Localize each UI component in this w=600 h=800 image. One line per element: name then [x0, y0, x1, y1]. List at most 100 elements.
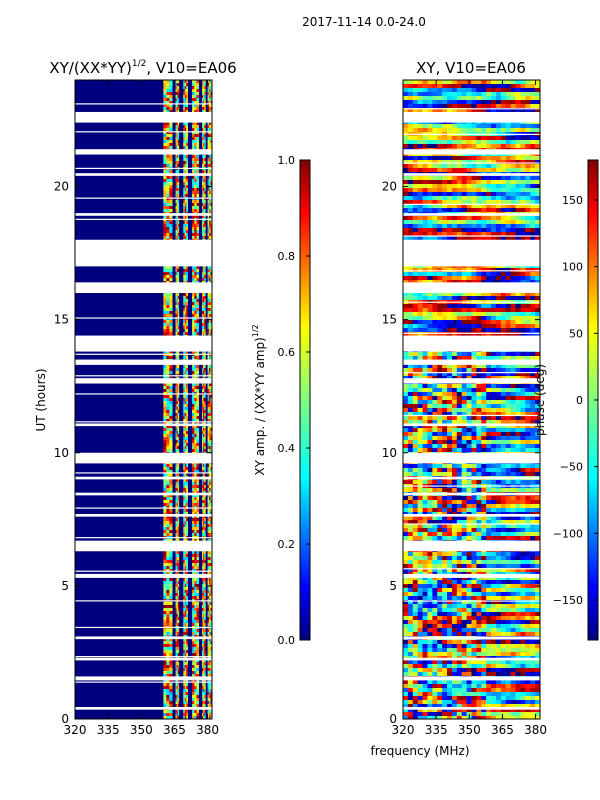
amplitude-cell — [192, 419, 195, 423]
amplitude-cell — [203, 686, 205, 690]
phase-cell — [476, 204, 482, 209]
amplitude-cell — [192, 662, 195, 666]
amplitude-cell — [184, 98, 187, 102]
amplitude-cell — [183, 86, 186, 90]
amplitude-colorbar-tick-label: 0.4 — [278, 442, 296, 455]
amplitude-cell — [202, 638, 204, 642]
amplitude-cell — [207, 686, 210, 690]
amplitude-cell — [177, 509, 180, 513]
amplitude-cell — [202, 185, 204, 189]
amplitude-cell — [194, 692, 197, 696]
phase-cell — [505, 160, 511, 165]
amplitude-cell — [186, 668, 188, 672]
amplitude-cell — [202, 560, 204, 564]
amplitude-cell — [203, 560, 205, 564]
amplitude-cell — [192, 365, 195, 369]
amplitude-cell — [169, 632, 173, 636]
amplitude-cell — [184, 383, 187, 387]
amplitude-cell — [204, 110, 206, 114]
amplitude-cell — [210, 278, 212, 282]
amplitude-cell — [166, 650, 170, 654]
amplitude-cell — [163, 356, 167, 360]
amplitude-cell — [186, 674, 188, 678]
amplitude-cell — [204, 80, 206, 84]
amplitude-cell — [207, 137, 210, 141]
amplitude-cell — [183, 191, 186, 195]
amplitude-cell — [203, 419, 205, 423]
amplitude-cell — [204, 674, 206, 678]
phase-cell — [510, 192, 516, 197]
amplitude-cell — [203, 500, 205, 504]
amplitude-cell — [196, 365, 200, 369]
amplitude-cell — [209, 701, 211, 705]
amplitude-cell — [192, 686, 195, 690]
amplitude-cell — [176, 323, 179, 327]
amplitude-cell — [184, 650, 187, 654]
amplitude-cell — [183, 386, 186, 390]
amplitude-cell — [166, 539, 170, 543]
amplitude-cell — [166, 410, 170, 414]
amplitude-cell — [176, 215, 179, 219]
amplitude-cell — [202, 437, 204, 441]
amplitude-cell — [196, 188, 200, 192]
amplitude-cell — [209, 608, 211, 612]
amplitude-cell — [207, 614, 210, 618]
amplitude-cell — [175, 302, 177, 306]
amplitude-cell — [183, 704, 186, 708]
amplitude-cell — [163, 518, 167, 522]
amplitude-cell — [209, 587, 211, 591]
amplitude-cell — [209, 332, 211, 336]
amplitude-flag-line — [75, 167, 212, 170]
phase-cell — [510, 180, 516, 185]
amplitude-cell — [196, 467, 200, 471]
phase-cell — [466, 92, 472, 97]
amplitude-cell — [210, 440, 212, 444]
amplitude-cell — [207, 446, 210, 450]
amplitude-cell — [184, 368, 187, 372]
amplitude-cell — [177, 356, 180, 360]
amplitude-cell — [166, 200, 170, 204]
amplitude-cell — [184, 356, 187, 360]
phase-cell — [461, 100, 467, 105]
amplitude-cell — [176, 530, 179, 534]
phase-cell — [530, 100, 536, 105]
phase-cell — [461, 176, 467, 181]
amplitude-cell — [194, 329, 197, 333]
phase-cell — [417, 208, 423, 213]
phase-cell — [442, 176, 448, 181]
amplitude-cell — [166, 665, 170, 669]
amplitude-cell — [196, 233, 200, 237]
amplitude-cell — [184, 716, 187, 719]
amplitude-cell — [204, 509, 206, 513]
amplitude-flag-line — [75, 507, 212, 509]
phase-cell — [432, 228, 438, 233]
amplitude-cell — [210, 329, 212, 333]
amplitude-cell — [202, 194, 204, 198]
amplitude-cell — [175, 443, 177, 447]
amplitude-data-gap — [75, 636, 212, 640]
amplitude-cell — [177, 449, 180, 453]
amplitude-cell — [166, 605, 170, 609]
amplitude-cell — [183, 446, 186, 450]
amplitude-cell — [163, 164, 167, 168]
phase-cell — [447, 80, 453, 85]
amplitude-cell — [183, 596, 186, 600]
phase-cell — [476, 160, 482, 165]
amplitude-cell — [209, 155, 211, 159]
phase-cell — [461, 196, 467, 201]
phase-cell — [403, 96, 409, 101]
amplitude-cell — [186, 482, 188, 486]
phase-cell — [520, 224, 526, 229]
amplitude-cell — [202, 305, 204, 309]
amplitude-cell — [169, 89, 173, 93]
amplitude-cell — [194, 209, 197, 213]
amplitude-cell — [183, 434, 186, 438]
amplitude-cell — [194, 272, 197, 276]
amplitude-cell — [183, 428, 186, 432]
amplitude-cell — [192, 443, 195, 447]
phase-cell — [451, 156, 458, 161]
amplitude-cell — [177, 320, 180, 324]
amplitude-cell — [210, 161, 212, 165]
amplitude-cell — [210, 365, 212, 369]
